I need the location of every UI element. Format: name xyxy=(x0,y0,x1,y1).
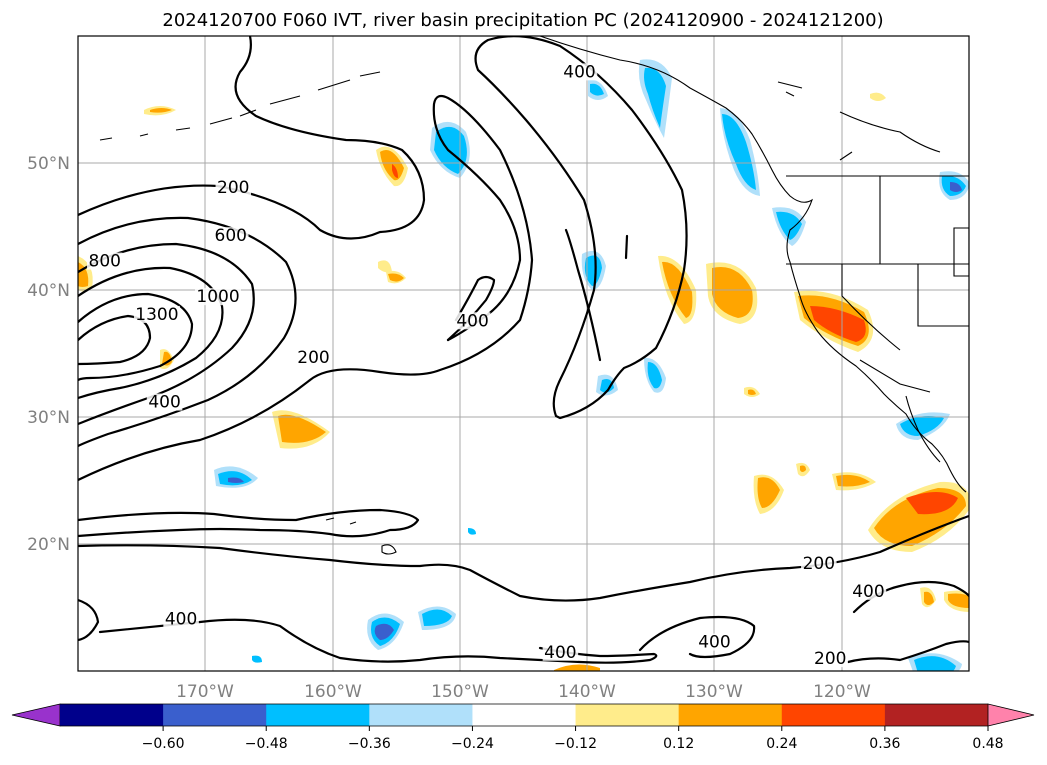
lat-tick-label: 50°N xyxy=(27,154,70,174)
contour-label-bg xyxy=(212,227,249,245)
contour-label: 200 xyxy=(803,554,835,574)
lon-tick-label: 150°W xyxy=(431,682,489,702)
colorbar-tick-label: −0.12 xyxy=(554,736,597,752)
contour-label-bg xyxy=(133,305,180,323)
lon-tick-label: 170°W xyxy=(176,682,234,702)
chart-title: 2024120700 F060 IVT, river basin precipi… xyxy=(162,10,883,31)
contour-label: 1000 xyxy=(196,287,239,307)
contour-label-bg xyxy=(86,252,123,270)
colorbar-tick-label: 0.12 xyxy=(663,736,694,752)
colorbar-frame xyxy=(60,703,988,727)
colorbar-tick-label: −0.36 xyxy=(348,736,391,752)
lat-tick-labels: 50°N 40°N 30°N 20°N xyxy=(27,154,70,555)
contour-label-bg xyxy=(801,554,837,572)
map-panel: 200 600 800 1000 1300 200 400 400 400 200 400 400 40… xyxy=(78,36,969,671)
colorbar-segment xyxy=(472,704,577,726)
contour-label-bg xyxy=(850,582,887,600)
contour-label: 400 xyxy=(852,582,884,602)
contour-label-bg xyxy=(215,178,252,196)
contour-label-bg xyxy=(454,312,491,330)
contour-label: 400 xyxy=(148,393,180,413)
contour-label-bg xyxy=(812,650,849,668)
colorbar-segment xyxy=(884,704,989,726)
colorbar-segment xyxy=(163,704,267,726)
gridlines xyxy=(78,36,969,671)
contour-label: 200 xyxy=(217,178,249,198)
contour-label-bg xyxy=(295,349,332,367)
contour-label-bg xyxy=(561,63,598,81)
contour-label: 200 xyxy=(297,348,329,368)
lon-tick-labels: 170°W 160°W 150°W 140°W 130°W 120°W xyxy=(176,682,871,702)
colorbar-tick-label: −0.24 xyxy=(451,736,494,752)
colorbar-tick-label: −0.60 xyxy=(142,736,185,752)
colorbar-segment xyxy=(781,704,886,726)
colorbar-segment xyxy=(266,704,370,726)
colorbar-tick-label: 0.48 xyxy=(972,736,1003,752)
colorbar-extend-high xyxy=(987,703,1035,727)
contour-label-bg xyxy=(542,643,579,661)
lat-tick-label: 40°N xyxy=(27,281,70,301)
contour-label: 1300 xyxy=(135,305,178,325)
precip-shading xyxy=(78,59,969,671)
contour-labels: 200 600 800 1000 1300 200 400 400 400 200 400 400 40… xyxy=(86,62,887,669)
colorbar-segment xyxy=(678,704,783,726)
contour-label: 400 xyxy=(698,633,730,653)
contour-label-bg xyxy=(195,288,242,306)
map-frame xyxy=(77,35,970,672)
contour-label-bg xyxy=(163,610,199,628)
colorbar-tick-label: −0.48 xyxy=(245,736,288,752)
contour-label: 600 xyxy=(215,226,247,246)
contour-label: 400 xyxy=(165,610,197,630)
lon-tick-label: 120°W xyxy=(813,682,871,702)
colorbar-segment xyxy=(369,704,473,726)
lon-tick-label: 160°W xyxy=(304,682,362,702)
colorbar-tick-label: 0.24 xyxy=(766,736,797,752)
lat-tick-label: 20°N xyxy=(27,535,70,555)
contour-label-bg xyxy=(696,633,733,651)
contour-label: 400 xyxy=(544,643,576,663)
lon-tick-label: 140°W xyxy=(558,682,616,702)
contour-label: 800 xyxy=(89,252,121,272)
coastlines xyxy=(99,36,969,555)
colorbar-segment xyxy=(575,704,680,726)
lat-tick-label: 30°N xyxy=(27,408,70,428)
colorbar-tick-label: 0.36 xyxy=(869,736,900,752)
contour-label: 400 xyxy=(456,311,488,331)
lon-tick-label: 130°W xyxy=(685,682,743,702)
contour-label-bg xyxy=(146,393,183,411)
colorbar-segment xyxy=(60,704,164,726)
contour-label: 200 xyxy=(814,649,846,669)
colorbar-extend-low xyxy=(11,703,61,727)
contour-label: 400 xyxy=(563,62,595,82)
colorbar: −0.60 −0.48 −0.36 −0.24 −0.12 0.12 0.24 0.36 0.4… xyxy=(11,703,1035,752)
